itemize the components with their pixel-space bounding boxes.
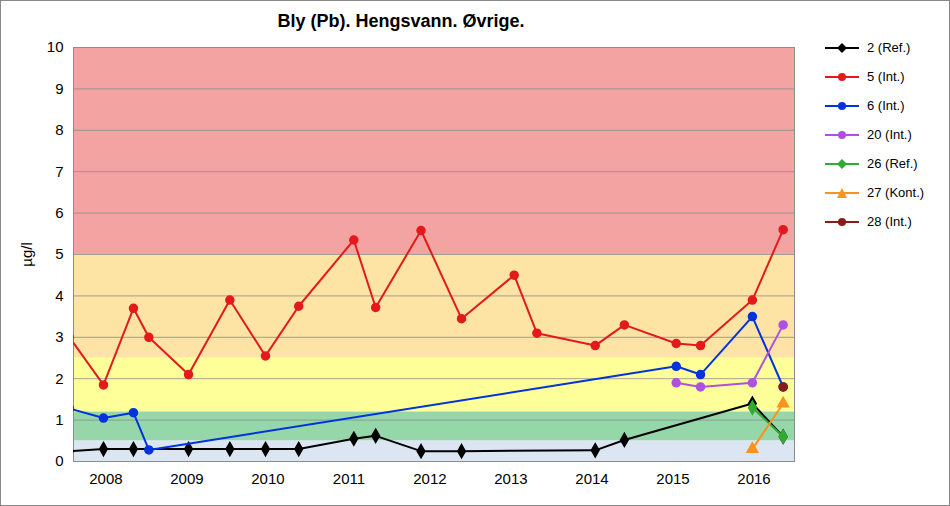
html-text:5 (Int.): 5 (Int.) bbox=[867, 69, 905, 84]
svg-text:2010: 2010 bbox=[251, 470, 284, 487]
svg-text:2015: 2015 bbox=[656, 470, 689, 487]
svg-text:4: 4 bbox=[55, 287, 63, 304]
svg-text:2009: 2009 bbox=[170, 470, 203, 487]
svg-text:2014: 2014 bbox=[575, 470, 608, 487]
svg-text:µg/l: µg/l bbox=[18, 242, 35, 267]
svg-text:2012: 2012 bbox=[413, 470, 446, 487]
svg-text:0: 0 bbox=[55, 452, 63, 469]
svg-text:5: 5 bbox=[55, 245, 63, 262]
html-text:28 (Int.): 28 (Int.) bbox=[867, 214, 912, 229]
svg-text:2008: 2008 bbox=[89, 470, 122, 487]
svg-text:6: 6 bbox=[55, 204, 63, 221]
html-text:26 (Ref.): 26 (Ref.) bbox=[867, 156, 918, 171]
svg-text:2011: 2011 bbox=[333, 470, 365, 487]
html-text:2 (Ref.): 2 (Ref.) bbox=[867, 40, 911, 55]
html-text:27 (Kont.): 27 (Kont.) bbox=[867, 185, 925, 200]
svg-text:7: 7 bbox=[55, 163, 63, 180]
html-text:6 (Int.): 6 (Int.) bbox=[867, 98, 905, 113]
svg-text:3: 3 bbox=[55, 328, 63, 345]
html-text:Bly (Pb). Hengsvann. Øvrige.: Bly (Pb). Hengsvann. Øvrige. bbox=[277, 11, 525, 31]
svg-text:2013: 2013 bbox=[494, 470, 527, 487]
svg-text:1: 1 bbox=[55, 411, 63, 428]
svg-text:2016: 2016 bbox=[737, 470, 770, 487]
svg-text:8: 8 bbox=[55, 121, 63, 138]
svg-text:10: 10 bbox=[47, 38, 64, 55]
svg-text:9: 9 bbox=[55, 80, 63, 97]
svg-text:2: 2 bbox=[55, 370, 63, 387]
html-text:20 (Int.): 20 (Int.) bbox=[867, 127, 912, 142]
